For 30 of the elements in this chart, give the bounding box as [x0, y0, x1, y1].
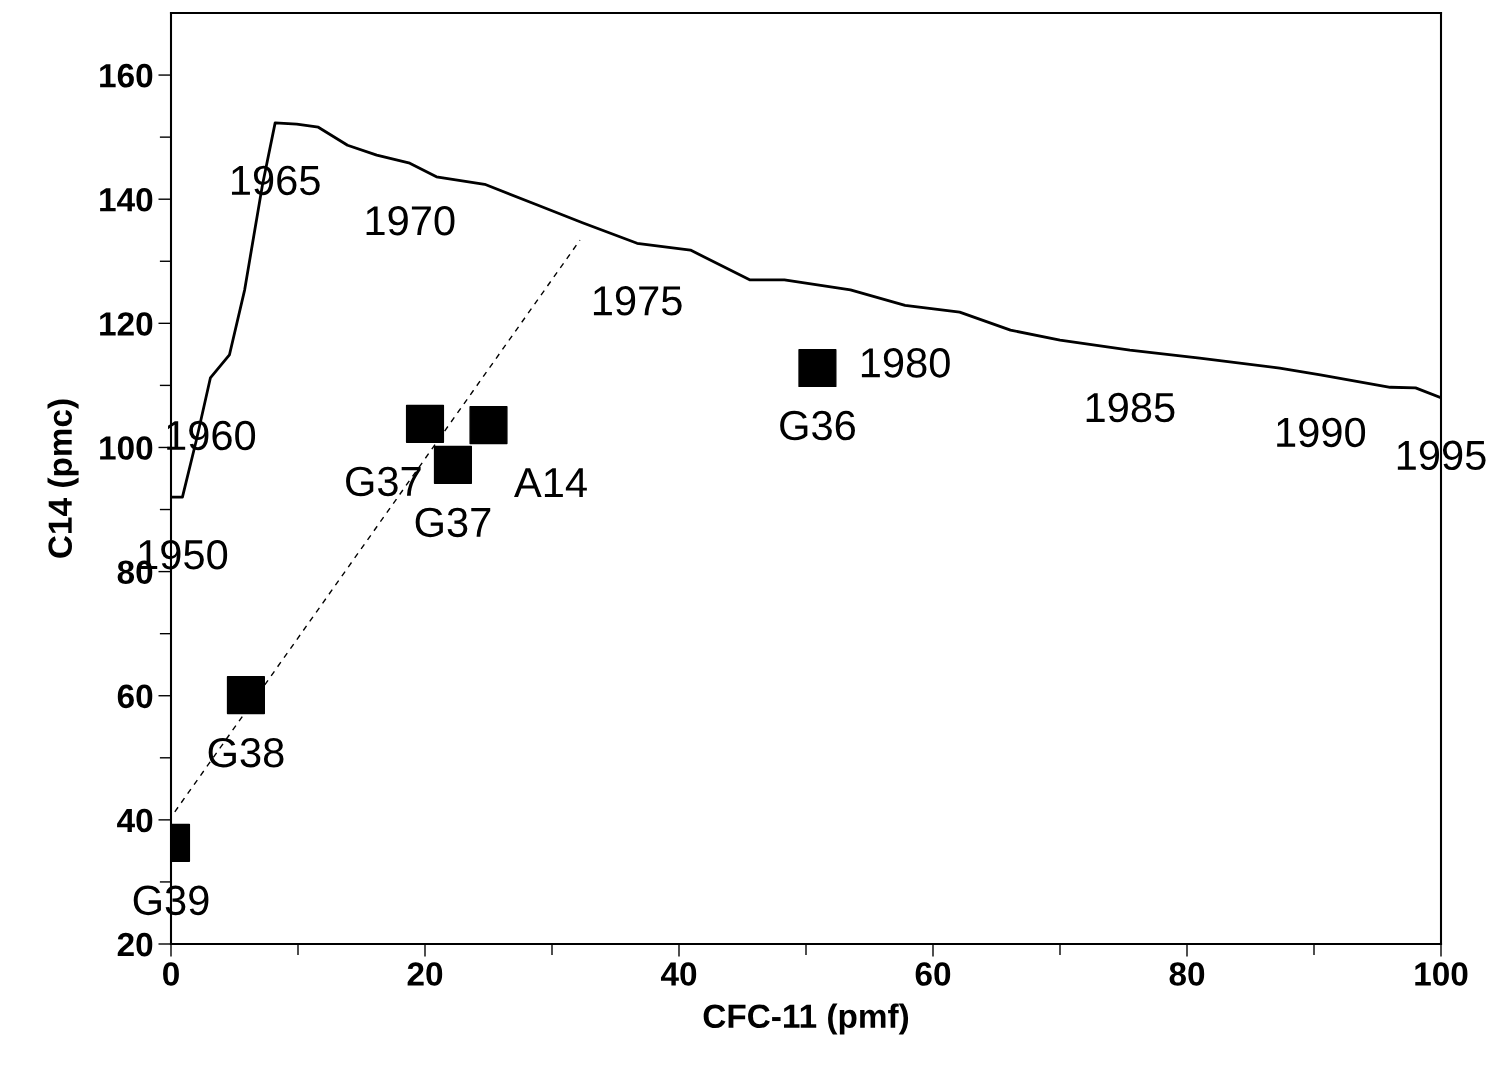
x-tick-label: 60 — [915, 962, 951, 986]
y-tick-label: 40 — [117, 808, 153, 833]
annotation: 1975 — [593, 286, 682, 316]
annotation: G37 — [415, 507, 491, 538]
y-tick-label: 140 — [100, 188, 153, 212]
y-tick-label: 160 — [100, 63, 153, 88]
annotation: G37 — [346, 466, 421, 497]
y-tick-label: 20 — [117, 932, 153, 957]
point — [798, 348, 837, 388]
x-tick-label: 0 — [163, 962, 179, 986]
x-tick-label: 80 — [1169, 962, 1205, 986]
annotation: 1985 — [1086, 392, 1175, 423]
annotation: 1970 — [366, 205, 455, 236]
point — [226, 676, 265, 715]
point — [433, 445, 473, 484]
x-tick-label: 100 — [1415, 962, 1468, 986]
point — [469, 406, 508, 445]
y-tick-label: 120 — [100, 312, 153, 336]
annotation: G36 — [780, 410, 855, 441]
annotation: A14 — [514, 468, 587, 498]
annotation: G38 — [208, 737, 284, 768]
x-tick-label: 40 — [660, 962, 697, 986]
x-tick-label: 20 — [407, 962, 443, 986]
y-tick-label: 100 — [100, 436, 153, 460]
annotation: 1990 — [1277, 417, 1366, 448]
point — [405, 404, 445, 443]
annotation: 1980 — [861, 348, 950, 378]
x-axis-title: CFC-11 (pmf) — [703, 1003, 909, 1035]
y-tick-label: 60 — [117, 684, 153, 709]
y-axis-title: C14 (pmc) — [47, 399, 79, 558]
